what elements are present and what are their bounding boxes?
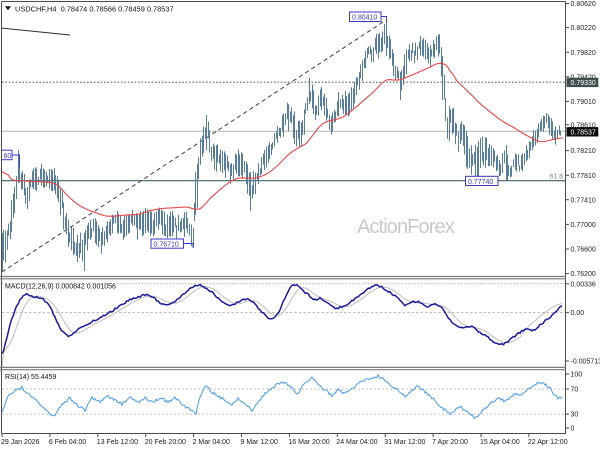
svg-text:0.78610: 0.78610 xyxy=(571,122,596,129)
svg-text:20 Feb 20:00: 20 Feb 20:00 xyxy=(145,439,186,446)
svg-text:24 Mar 04:00: 24 Mar 04:00 xyxy=(336,439,377,446)
svg-text:0.76600: 0.76600 xyxy=(571,247,596,254)
svg-text:16 Mar 20:00: 16 Mar 20:00 xyxy=(288,439,329,446)
svg-text:0.79330: 0.79330 xyxy=(571,80,596,87)
svg-text:MACD(12,26,9) 0.000842 0.00105: MACD(12,26,9) 0.000842 0.001056 xyxy=(5,283,116,290)
svg-text:70: 70 xyxy=(571,387,579,394)
svg-text:61.8: 61.8 xyxy=(549,174,563,181)
svg-text:0.77000: 0.77000 xyxy=(571,222,596,229)
svg-text:100: 100 xyxy=(571,372,583,379)
svg-text:0.77410: 0.77410 xyxy=(571,197,596,204)
svg-text:RSI(14) 55.4459: RSI(14) 55.4459 xyxy=(5,374,56,381)
svg-text:0.80620: 0.80620 xyxy=(571,1,596,8)
svg-text:9 Mar 12:00: 9 Mar 12:00 xyxy=(241,439,278,446)
svg-text:0.78537: 0.78537 xyxy=(571,130,596,137)
svg-text:0.78210: 0.78210 xyxy=(571,148,596,155)
svg-text:0.80410: 0.80410 xyxy=(352,15,377,22)
svg-text:0.77740: 0.77740 xyxy=(468,179,493,186)
svg-text:15 Apr 04:00: 15 Apr 04:00 xyxy=(480,439,520,446)
svg-text:USDCHF,H4 0.78474 0.78566 0.7: USDCHF,H4 0.78474 0.78566 0.78459 0.7853… xyxy=(15,4,174,13)
svg-text:0.00336: 0.00336 xyxy=(571,281,596,288)
svg-text:-0.005713: -0.005713 xyxy=(571,359,600,366)
svg-text:0.80220: 0.80220 xyxy=(571,25,596,32)
svg-text:30: 30 xyxy=(571,412,579,419)
svg-text:0.76200: 0.76200 xyxy=(571,271,596,278)
svg-text:13 Feb 12:00: 13 Feb 12:00 xyxy=(97,439,138,446)
svg-text:0.79820: 0.79820 xyxy=(571,50,596,57)
svg-text:31 Mar 12:00: 31 Mar 12:00 xyxy=(384,439,425,446)
svg-text:6 Feb 04:00: 6 Feb 04:00 xyxy=(49,439,86,446)
svg-text:2 Mar 04:00: 2 Mar 04:00 xyxy=(193,439,230,446)
svg-text:ActionForex: ActionForex xyxy=(357,216,455,238)
svg-text:22 Apr 12:00: 22 Apr 12:00 xyxy=(528,439,568,446)
svg-text:7 Apr 20:00: 7 Apr 20:00 xyxy=(432,439,468,446)
svg-text:60: 60 xyxy=(4,153,12,160)
svg-text:0.77810: 0.77810 xyxy=(571,173,596,180)
svg-text:0.76710: 0.76710 xyxy=(154,242,179,249)
svg-text:0.79010: 0.79010 xyxy=(571,99,596,106)
svg-text:0: 0 xyxy=(571,426,575,433)
svg-text:0.00: 0.00 xyxy=(571,310,585,317)
svg-text:29 Jan 2026: 29 Jan 2026 xyxy=(1,439,40,446)
